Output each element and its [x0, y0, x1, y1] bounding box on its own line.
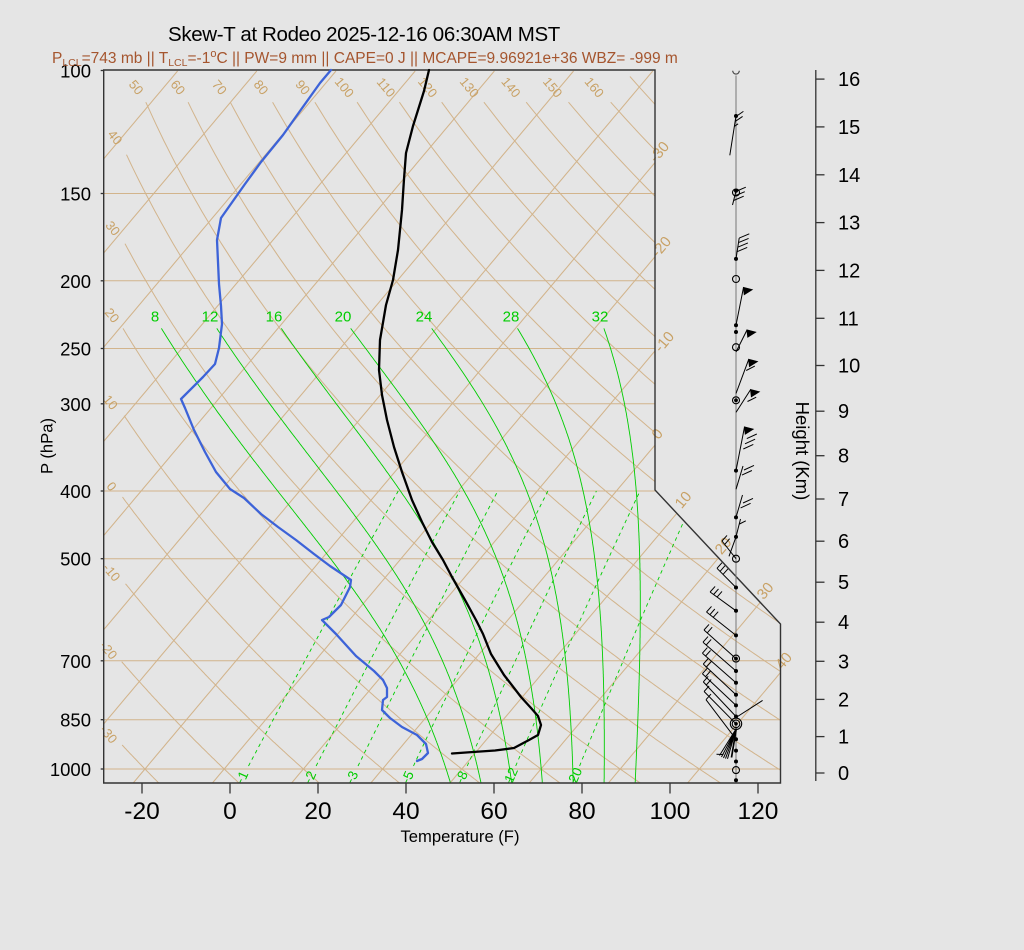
- svg-text:9: 9: [838, 401, 849, 423]
- svg-text:12: 12: [838, 260, 860, 282]
- svg-text:150: 150: [60, 184, 91, 205]
- svg-text:24: 24: [416, 309, 433, 326]
- svg-text:12: 12: [501, 765, 521, 785]
- svg-text:100: 100: [60, 61, 91, 82]
- svg-text:1: 1: [838, 727, 849, 749]
- svg-text:850: 850: [60, 710, 91, 731]
- svg-text:6: 6: [838, 531, 849, 553]
- svg-text:200: 200: [60, 271, 91, 292]
- svg-text:15: 15: [838, 117, 860, 139]
- svg-text:2: 2: [838, 689, 849, 711]
- svg-text:Skew-T at Rodeo 2025-12-16 06:: Skew-T at Rodeo 2025-12-16 06:30AM MST: [168, 23, 561, 46]
- svg-text:120: 120: [738, 798, 779, 825]
- svg-text:13: 13: [838, 213, 860, 235]
- svg-text:5: 5: [838, 572, 849, 594]
- svg-text:4: 4: [838, 612, 849, 634]
- svg-text:P (hPa): P (hPa): [38, 418, 57, 474]
- svg-text:8: 8: [838, 446, 849, 468]
- svg-text:20: 20: [335, 309, 352, 326]
- svg-text:Temperature (F): Temperature (F): [401, 827, 520, 846]
- svg-text:7: 7: [838, 489, 849, 511]
- svg-text:12: 12: [202, 309, 219, 326]
- svg-text:500: 500: [60, 549, 91, 570]
- svg-text:0: 0: [223, 798, 237, 825]
- svg-text:3: 3: [838, 651, 849, 673]
- svg-text:20: 20: [565, 765, 585, 785]
- svg-text:700: 700: [60, 651, 91, 672]
- svg-text:250: 250: [60, 339, 91, 360]
- svg-text:10: 10: [838, 356, 860, 378]
- svg-text:1000: 1000: [50, 759, 91, 780]
- svg-text:32: 32: [592, 309, 609, 326]
- svg-text:16: 16: [266, 309, 283, 326]
- svg-text:8: 8: [151, 309, 159, 326]
- svg-text:100: 100: [650, 798, 691, 825]
- svg-text:28: 28: [503, 309, 520, 326]
- svg-text:20: 20: [304, 798, 331, 825]
- svg-text:Height (Km): Height (Km): [792, 402, 813, 501]
- svg-text:-20: -20: [124, 798, 159, 825]
- svg-text:40: 40: [392, 798, 419, 825]
- svg-text:300: 300: [60, 394, 91, 415]
- svg-text:PLCL=743 mb || TLCL=-1oC || PW: PLCL=743 mb || TLCL=-1oC || PW=9 mm || C…: [52, 48, 678, 69]
- svg-text:400: 400: [60, 481, 91, 502]
- svg-text:0: 0: [838, 763, 849, 785]
- svg-text:60: 60: [480, 798, 507, 825]
- svg-text:11: 11: [838, 308, 859, 330]
- svg-text:14: 14: [838, 165, 860, 187]
- svg-text:80: 80: [568, 798, 595, 825]
- svg-text:16: 16: [838, 69, 860, 91]
